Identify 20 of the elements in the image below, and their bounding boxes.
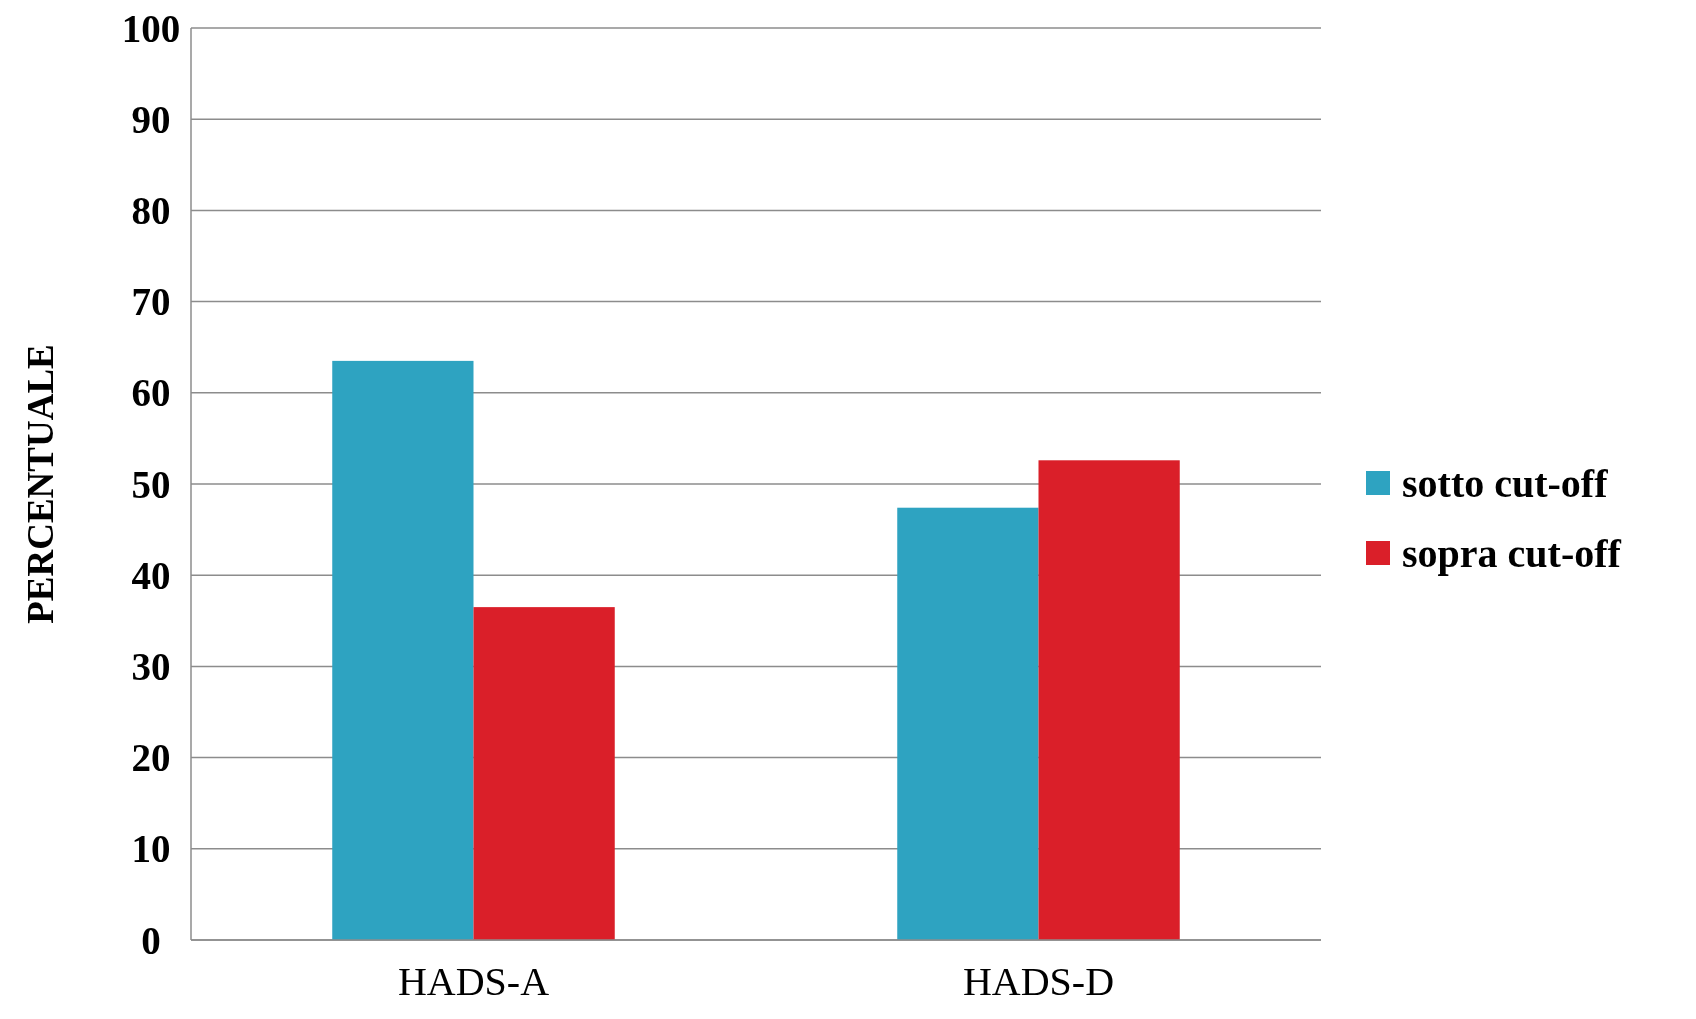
bar [897,507,1039,940]
x-tick-label: HADS-D [962,959,1115,1004]
y-tick-label: 30 [131,645,171,689]
y-axis-title: PERCENTUALE [20,344,61,624]
y-tick-label: 50 [131,462,171,506]
y-tick-label: 80 [131,189,171,233]
bar [1038,460,1180,940]
y-tick-label: 0 [141,918,161,962]
y-tick-label: 20 [131,736,171,780]
legend-label: sopra cut-off [1402,531,1622,576]
legend-label: sotto cut-off [1402,461,1609,506]
bar [473,607,615,940]
y-tick-label: 70 [131,280,171,324]
y-tick-label: 60 [131,371,171,415]
y-tick-label: 90 [131,97,171,141]
x-tick-label: HADS-A [397,959,550,1004]
bar [332,360,474,940]
y-tick-label: 100 [121,6,181,50]
y-tick-label: 40 [131,553,171,597]
y-tick-label: 10 [131,827,171,871]
